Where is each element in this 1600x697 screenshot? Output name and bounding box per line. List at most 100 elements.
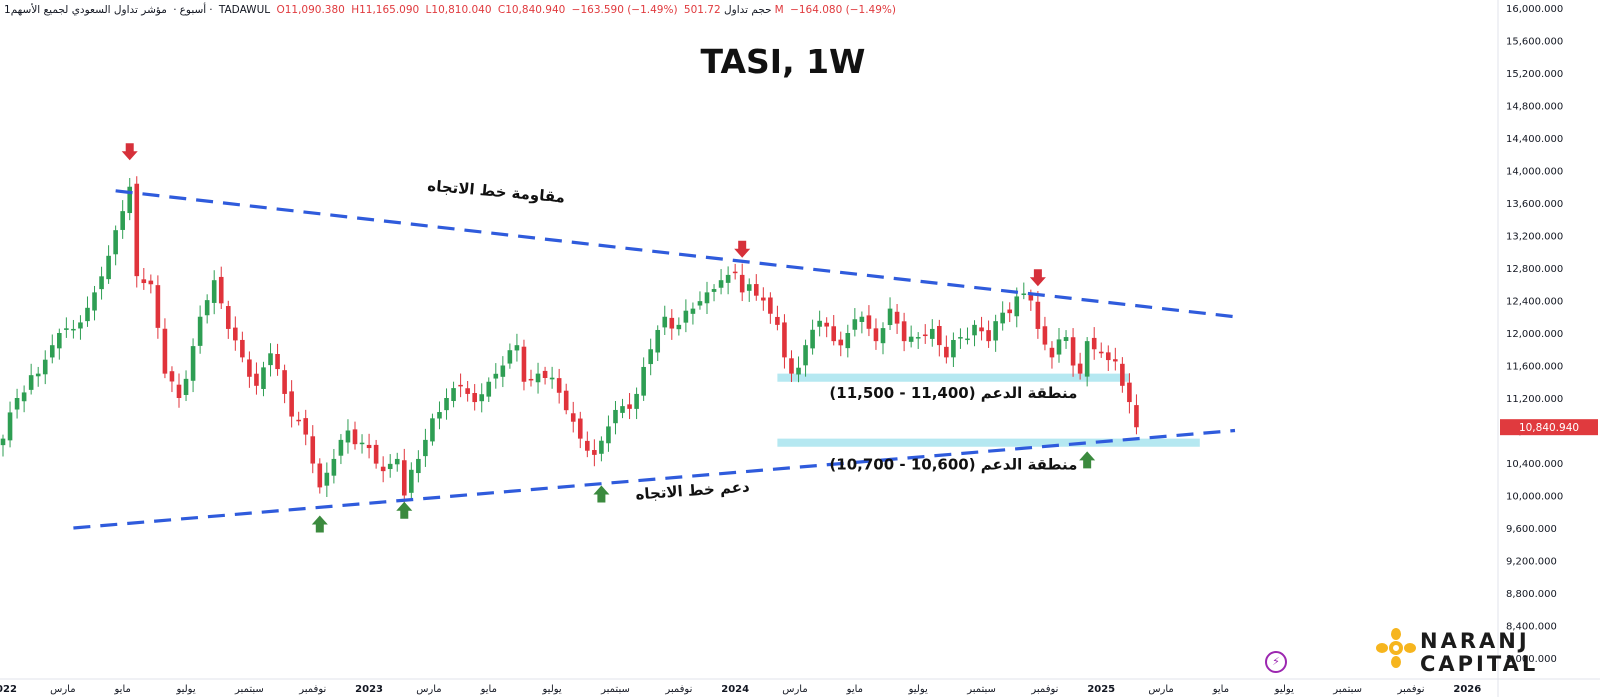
x-tick-label: نوفمبر bbox=[1030, 684, 1058, 695]
candle-body bbox=[289, 391, 294, 417]
candle-body bbox=[1049, 347, 1055, 358]
x-tick-label: مايو bbox=[480, 684, 497, 695]
candle-body bbox=[1127, 382, 1132, 403]
candle-body bbox=[599, 440, 604, 454]
candle-body bbox=[127, 186, 133, 214]
header-low: L10,810.040 bbox=[425, 4, 492, 16]
candle-body bbox=[563, 390, 569, 411]
x-tick-label: يوليو bbox=[1274, 684, 1294, 695]
last-price-tag bbox=[1500, 419, 1598, 436]
y-tick-label: 13,200.000 bbox=[1506, 232, 1563, 243]
candle-body bbox=[542, 370, 548, 378]
candle-body bbox=[401, 460, 407, 496]
y-tick-label: 16,000.000 bbox=[1506, 4, 1563, 15]
candle-body bbox=[324, 472, 330, 486]
annotation-label: دعم خط الاتجاه bbox=[635, 478, 751, 504]
arrow-down-signal bbox=[734, 240, 751, 258]
candle-body bbox=[507, 350, 513, 364]
candle-body bbox=[732, 271, 738, 274]
y-tick-label: 9,600.000 bbox=[1506, 524, 1557, 535]
candle-body bbox=[106, 255, 111, 280]
arrow-down-signal bbox=[1029, 269, 1046, 287]
candle-body bbox=[704, 292, 710, 304]
candle-body bbox=[99, 276, 104, 290]
candle-body bbox=[796, 367, 801, 375]
candle-body bbox=[852, 319, 858, 330]
power-icon[interactable]: ⚡ bbox=[1265, 651, 1287, 673]
candle-body bbox=[739, 274, 745, 293]
candle-body bbox=[190, 346, 196, 381]
candle-body bbox=[669, 317, 675, 329]
candle-body bbox=[0, 438, 6, 446]
y-tick-label: 14,800.000 bbox=[1506, 102, 1563, 113]
candle-body bbox=[915, 337, 921, 339]
y-tick-label: 11,200.000 bbox=[1506, 394, 1563, 405]
candle-body bbox=[211, 280, 217, 303]
candle-body bbox=[275, 354, 280, 370]
candle-body bbox=[859, 316, 865, 322]
candle-body bbox=[465, 388, 470, 394]
y-tick-label: 10,000.000 bbox=[1506, 492, 1563, 503]
candle-body bbox=[810, 329, 815, 349]
x-tick-label: سبتمبر bbox=[234, 684, 264, 695]
candle-body bbox=[155, 285, 161, 328]
candle-body bbox=[1070, 337, 1076, 366]
candle-body bbox=[1063, 337, 1069, 341]
candle-body bbox=[338, 439, 344, 456]
candle-body bbox=[148, 280, 154, 285]
support-zone bbox=[777, 373, 1130, 382]
candle-body bbox=[690, 308, 696, 314]
header-close: C10,840.940 bbox=[497, 4, 566, 16]
support-zone bbox=[777, 438, 1200, 447]
chart-title: TASI, 1W bbox=[700, 42, 866, 81]
candle-body bbox=[458, 384, 463, 387]
candle-body bbox=[1028, 293, 1034, 301]
candle-body bbox=[1056, 339, 1062, 355]
candle-body bbox=[261, 367, 266, 389]
candle-body bbox=[549, 377, 555, 380]
candle-body bbox=[296, 419, 301, 422]
candle-body bbox=[1113, 359, 1118, 362]
candle-body bbox=[655, 329, 661, 353]
candle-body bbox=[634, 393, 639, 409]
y-tick-label: 8,800.000 bbox=[1506, 589, 1557, 600]
y-tick-label: 12,000.000 bbox=[1506, 329, 1563, 340]
candle-body bbox=[423, 439, 428, 457]
candle-body bbox=[803, 345, 808, 366]
candle-body bbox=[880, 328, 886, 344]
trendline bbox=[73, 428, 1236, 530]
candle-body bbox=[528, 378, 534, 381]
header-change: −163.590 (−1.49%) bbox=[571, 4, 678, 16]
candle-body bbox=[49, 345, 55, 358]
candle-body bbox=[824, 322, 829, 327]
candle-body bbox=[718, 280, 724, 288]
y-tick-label: 14,000.000 bbox=[1506, 167, 1563, 178]
x-tick-label: مايو bbox=[846, 684, 863, 695]
x-tick-label: مايو bbox=[1212, 684, 1229, 695]
naranj-logo-icon bbox=[1376, 628, 1416, 668]
arrow-up-signal bbox=[1079, 451, 1096, 469]
candle-body bbox=[204, 300, 210, 316]
candle-body bbox=[254, 373, 259, 386]
candle-body bbox=[958, 337, 963, 339]
x-tick-label: مارس bbox=[416, 684, 441, 695]
candle-body bbox=[416, 458, 421, 474]
candle-body bbox=[789, 358, 794, 374]
candle-body bbox=[951, 339, 956, 358]
candle-body bbox=[78, 322, 83, 329]
candle-body bbox=[352, 429, 358, 445]
candle-body bbox=[486, 381, 492, 397]
last-price-label: 10,840.940 bbox=[1519, 422, 1579, 434]
candle-body bbox=[1120, 363, 1125, 386]
candle-body bbox=[317, 463, 323, 488]
candle-body bbox=[768, 297, 773, 314]
candle-body bbox=[817, 320, 822, 327]
candle-body bbox=[922, 334, 928, 337]
candle-body bbox=[430, 418, 435, 442]
x-tick-label: نوفمبر bbox=[1396, 684, 1424, 695]
candle-body bbox=[162, 328, 168, 374]
candle-body bbox=[908, 336, 914, 342]
candle-body bbox=[831, 326, 837, 342]
candle-body bbox=[359, 442, 365, 445]
